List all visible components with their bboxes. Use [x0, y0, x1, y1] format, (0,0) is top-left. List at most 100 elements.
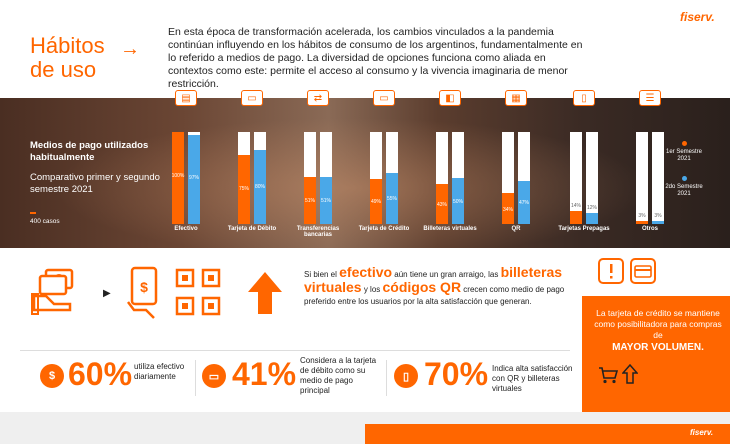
legend-first: 1er Semestre 2021 — [665, 149, 702, 162]
bar-value-label: 75% — [238, 186, 249, 193]
category-label: Tarjeta de Crédito — [358, 226, 410, 232]
payment-method-icon: ▭ — [373, 90, 395, 106]
bar-value-label: 50% — [452, 198, 463, 205]
legend-second: 2do Semestre 2021 — [665, 184, 703, 197]
bar — [518, 180, 530, 224]
bar — [320, 177, 332, 224]
bar — [172, 132, 184, 224]
insight-wallets: billeteras virtuales — [304, 264, 563, 295]
alert-icon — [598, 258, 624, 284]
stat-cash-number: 60% — [68, 356, 133, 392]
bar-track — [586, 132, 598, 224]
bar-value-label: 34% — [502, 206, 513, 213]
credit-card-icon — [630, 258, 656, 284]
brand-logo: fiserv. — [680, 10, 715, 24]
category-label: Tarjeta de Débito — [227, 226, 277, 232]
bar-value-label: 12% — [586, 204, 597, 211]
bar — [636, 221, 648, 224]
chart-band — [0, 98, 730, 248]
cases-count: 400 casos — [30, 218, 60, 225]
bar — [370, 178, 382, 224]
bar-value-label: 51% — [304, 198, 315, 205]
bar-value-label: 14% — [570, 203, 581, 210]
bar-track — [172, 132, 184, 224]
debit-card-icon: ▭ — [202, 364, 226, 388]
bar — [452, 178, 464, 224]
bar-track — [188, 132, 200, 224]
bar-track — [452, 132, 464, 224]
bar-track — [502, 132, 514, 224]
credit-card-text: La tarjeta de crédito se mantiene como p… — [594, 308, 722, 340]
bar-track — [518, 132, 530, 224]
payment-method-icon: ▯ — [573, 90, 595, 106]
stat-qr-number: 70% — [424, 356, 489, 392]
payment-methods-chart: ▤ 100% 97% Efectivo ▭ 75% 80% Tarjeta de Débito… — [171, 90, 664, 238]
bar-value-label: 55% — [386, 196, 397, 203]
category-label: Billeteras virtuales — [423, 226, 477, 232]
category-label: Efectivo — [174, 226, 198, 232]
bar — [586, 212, 598, 224]
payment-method-icon: ▭ — [241, 90, 263, 106]
bar-value-label: 3% — [638, 213, 646, 220]
bar-track — [254, 132, 266, 224]
insight-qr: códigos QR — [382, 279, 462, 295]
payment-method-icon: ▦ — [505, 90, 527, 106]
payment-method-icon: ▤ — [175, 90, 197, 106]
page-title: Hábitos de uso — [30, 33, 105, 82]
insight-text: Si bien el efectivo aún tiene un gran ar… — [304, 264, 574, 308]
bar — [188, 134, 200, 224]
category-label: Tarjetas Prepagas — [558, 226, 610, 232]
bar — [254, 150, 266, 224]
arrow-up-outline-icon — [622, 364, 638, 384]
stat-cash-label: utiliza efectivo diariamente — [134, 362, 185, 381]
cash-hand-icon — [31, 268, 74, 315]
legend-dot-first — [682, 141, 687, 146]
bar-value-label: 51% — [320, 198, 331, 205]
bar-value-label: 49% — [370, 199, 381, 206]
bar-track — [238, 132, 250, 224]
phone-payment-icon: $ — [127, 266, 158, 319]
footer-logo: fiserv. — [690, 428, 714, 437]
credit-card-box-header — [582, 248, 730, 296]
bar-track — [320, 132, 332, 224]
bar — [652, 221, 664, 224]
category-label: Otros — [641, 226, 658, 232]
intro-text: En esta época de transformación acelerad… — [168, 26, 583, 90]
bar — [502, 192, 514, 224]
chart-title: Medios de pago utilizados habitualmente — [30, 140, 149, 163]
bar-value-label: 80% — [254, 183, 265, 190]
stat-debit-label: Considera a la tarjeta de débito como su… — [300, 356, 377, 395]
shopping-cart-icon — [599, 367, 618, 384]
bar-value-label: 3% — [654, 213, 662, 220]
stat-qr-label: Indica alta satisfacción con QR y billet… — [492, 364, 573, 393]
payment-method-icon: ◧ — [439, 90, 461, 106]
play-arrow-icon: ▶ — [103, 288, 111, 299]
bar-value-label: 43% — [436, 202, 447, 209]
bar-track — [304, 132, 316, 224]
bar-track — [636, 132, 648, 224]
stat-divider-2 — [386, 360, 387, 396]
cash-icon: $ — [40, 364, 64, 388]
arrow-right-icon: → — [120, 38, 140, 60]
insight-t2: aún tiene un gran arraigo, las — [392, 270, 501, 279]
category-label: Transferencias bancarias — [296, 226, 340, 238]
credit-card-emphasis: MAYOR VOLUMEN. — [612, 342, 704, 353]
bar — [238, 155, 250, 224]
arrow-up-icon — [248, 272, 282, 314]
insight-t3: y los — [361, 285, 383, 294]
other-methods-icon: ☰ — [639, 90, 661, 106]
bar-value-label: 100% — [171, 173, 185, 180]
bar-value-label: 97% — [188, 174, 199, 181]
payment-method-icon: ⇄ — [307, 90, 329, 106]
stat-debit-number: 41% — [232, 356, 297, 392]
bar — [436, 184, 448, 224]
cases-marker — [30, 212, 36, 214]
bar-track — [370, 132, 382, 224]
category-label: QR — [511, 226, 521, 232]
stat-divider-1 — [195, 360, 196, 396]
qr-code-icon — [175, 268, 221, 316]
bar-track — [436, 132, 448, 224]
bar-track — [386, 132, 398, 224]
legend-dot-second — [682, 176, 687, 181]
bar — [304, 177, 316, 224]
